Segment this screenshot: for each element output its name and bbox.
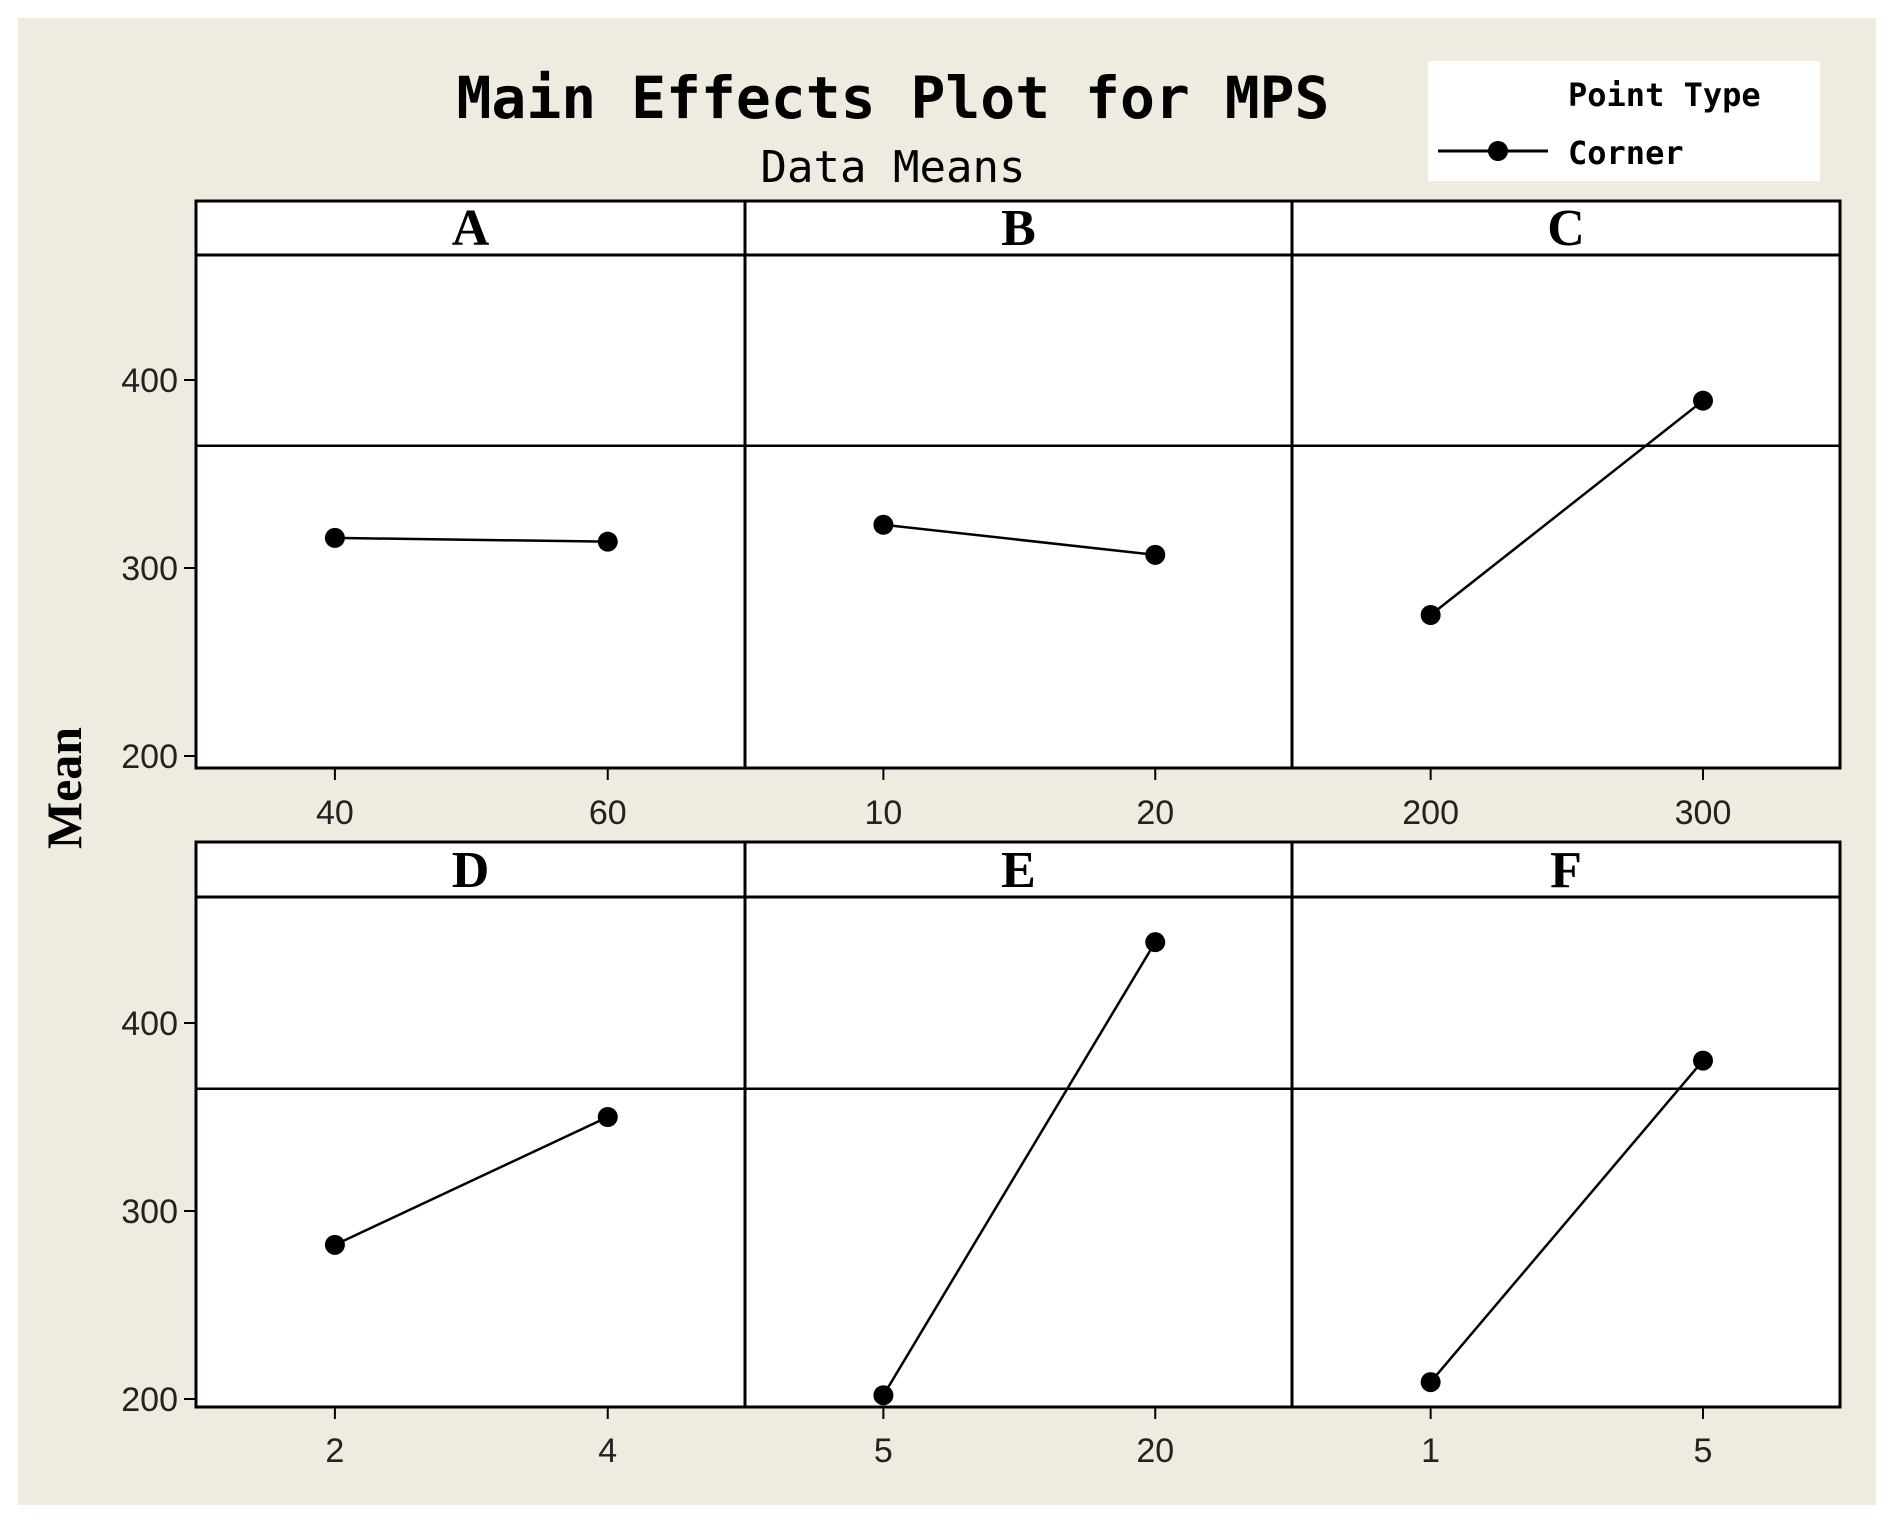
x-tick-label-b-2: 20 bbox=[1136, 794, 1174, 832]
panel-label-e: E bbox=[1001, 842, 1036, 899]
panels: A 40 60 200 300 400 B 10 20 C 200 300 D 2 4 200 300 400 E 5… bbox=[121, 199, 1842, 1470]
x-tick-label-d-1: 2 bbox=[325, 1432, 344, 1470]
legend: Point Type Corner bbox=[1428, 61, 1820, 181]
y-tick-label-row1-400: 400 bbox=[121, 362, 178, 400]
legend-entry-corner: Corner bbox=[1568, 134, 1684, 172]
x-tick-label-f-2: 5 bbox=[1694, 1432, 1713, 1470]
panel-f bbox=[1290, 840, 1842, 1409]
panel-label-a: A bbox=[452, 200, 490, 257]
series-line-c bbox=[1429, 399, 1704, 616]
chart-title: Main Effects Plot for MPS bbox=[457, 64, 1330, 132]
panel-label-b: B bbox=[1001, 200, 1036, 257]
data-point-f-1 bbox=[1420, 1372, 1441, 1393]
data-point-d-2 bbox=[597, 1107, 618, 1127]
series-line-d bbox=[334, 1115, 609, 1246]
y-tick-label-row1-300: 300 bbox=[121, 550, 178, 588]
data-point-d-1 bbox=[324, 1234, 345, 1255]
data-point-b-1 bbox=[873, 514, 894, 535]
y-tick-label-row2-200: 200 bbox=[121, 1381, 178, 1419]
legend-marker-swatch bbox=[1488, 141, 1508, 161]
data-point-e-1 bbox=[873, 1385, 894, 1406]
panel-c bbox=[1290, 199, 1842, 770]
data-point-e-2 bbox=[1145, 932, 1166, 953]
panel-label-c: C bbox=[1547, 200, 1585, 257]
legend-title: Point Type bbox=[1568, 76, 1761, 114]
y-tick-label-row2-400: 400 bbox=[121, 1005, 178, 1043]
data-point-a-2 bbox=[597, 531, 618, 552]
x-tick-label-a-1: 40 bbox=[316, 794, 354, 832]
series-line-a bbox=[334, 536, 608, 543]
x-tick-label-d-2: 4 bbox=[598, 1432, 617, 1470]
panel-a bbox=[194, 199, 747, 770]
series-line-f bbox=[1429, 1059, 1704, 1383]
y-tick-label-row2-300: 300 bbox=[121, 1193, 178, 1231]
x-tick-label-c-2: 300 bbox=[1675, 794, 1732, 832]
y-tick-label-row1-200: 200 bbox=[121, 738, 178, 776]
panel-label-d: D bbox=[452, 842, 490, 899]
data-point-c-2 bbox=[1693, 390, 1713, 411]
data-point-f-2 bbox=[1693, 1050, 1713, 1071]
data-point-a-1 bbox=[324, 527, 345, 548]
series-line-e bbox=[882, 941, 1157, 1396]
x-tick-label-f-1: 1 bbox=[1421, 1432, 1440, 1470]
x-tick-label-a-2: 60 bbox=[589, 794, 627, 832]
y-axis-label: Mean bbox=[36, 727, 92, 849]
panel-b bbox=[743, 199, 1294, 770]
main-effects-chart: Main Effects Plot for MPS Data Means Poi… bbox=[36, 61, 1842, 1470]
chart-frame: Main Effects Plot for MPS Data Means Poi… bbox=[18, 18, 1876, 1505]
panel-d bbox=[194, 840, 747, 1409]
x-tick-label-e-1: 5 bbox=[874, 1432, 893, 1470]
series-line-b bbox=[883, 523, 1156, 557]
legend-box bbox=[1428, 61, 1820, 181]
panel-e bbox=[743, 840, 1294, 1409]
chart-subtitle: Data Means bbox=[761, 142, 1026, 193]
x-tick-label-e-2: 20 bbox=[1136, 1432, 1174, 1470]
data-point-c-1 bbox=[1420, 605, 1441, 625]
panel-label-f: F bbox=[1550, 842, 1582, 899]
x-tick-label-b-1: 10 bbox=[864, 794, 902, 832]
data-point-b-2 bbox=[1145, 544, 1166, 565]
x-tick-label-c-1: 200 bbox=[1402, 794, 1459, 832]
